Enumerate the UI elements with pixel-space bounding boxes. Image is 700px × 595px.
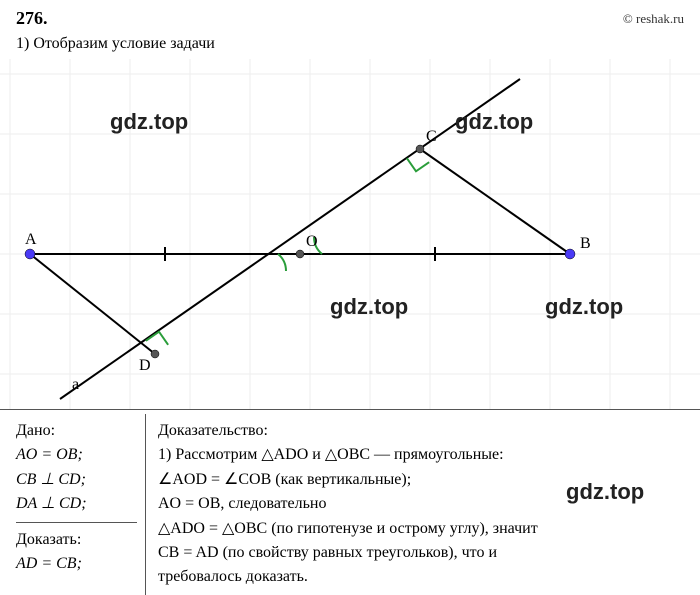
svg-text:O: O (306, 233, 318, 250)
diagram: A B O C Da gdz.top gdz.top gdz.top gdz.top (0, 59, 700, 409)
problem-number: 276. (16, 8, 48, 29)
svg-text:gdz.top: gdz.top (330, 294, 408, 319)
subtitle: 1) Отобразим условие задачи (0, 33, 700, 59)
prove-line: AD = CB; (16, 553, 137, 575)
given-line: DA ⊥ CD; (16, 493, 137, 515)
svg-text:B: B (580, 235, 591, 252)
proof-section: Дано: AO = OB; CB ⊥ CD;DA ⊥ CD; Доказать:… (0, 409, 700, 595)
svg-text:a: a (72, 376, 79, 393)
svg-text:gdz.top: gdz.top (110, 109, 188, 134)
proof-column: Доказательство: 1) Рассмотрим △ADO и △OB… (146, 414, 700, 595)
given-title: Дано: (16, 420, 137, 442)
proof-line: 1) Рассмотрим △ADO и △OBC — прямоугольны… (158, 444, 700, 466)
svg-text:A: A (25, 231, 37, 248)
svg-text:D: D (139, 357, 151, 374)
svg-text:gdz.top: gdz.top (545, 294, 623, 319)
site-label: © reshak.ru (623, 11, 684, 27)
proof-title: Доказательство: (158, 420, 700, 442)
svg-text:gdz.top: gdz.top (455, 109, 533, 134)
header: 276. © reshak.ru (0, 0, 700, 33)
proof-line: CB = AD (по свойству равных треугольков)… (158, 542, 700, 564)
prove-title: Доказать: (16, 529, 137, 551)
given-column: Дано: AO = OB; CB ⊥ CD;DA ⊥ CD; Доказать:… (16, 414, 146, 595)
svg-text:C: C (426, 128, 437, 145)
proof-line: △ADO = △OBC (по гипотенузе и острому угл… (158, 518, 700, 540)
divider (16, 522, 137, 523)
watermark-overlay: gdz.top (566, 479, 644, 505)
given-line: CB ⊥ CD; (16, 469, 137, 491)
given-line: AO = OB; (16, 444, 137, 466)
geometry-figure: A B O C Da gdz.top gdz.top gdz.top gdz.top (0, 59, 700, 409)
proof-line: требовалось доказать. (158, 566, 700, 588)
